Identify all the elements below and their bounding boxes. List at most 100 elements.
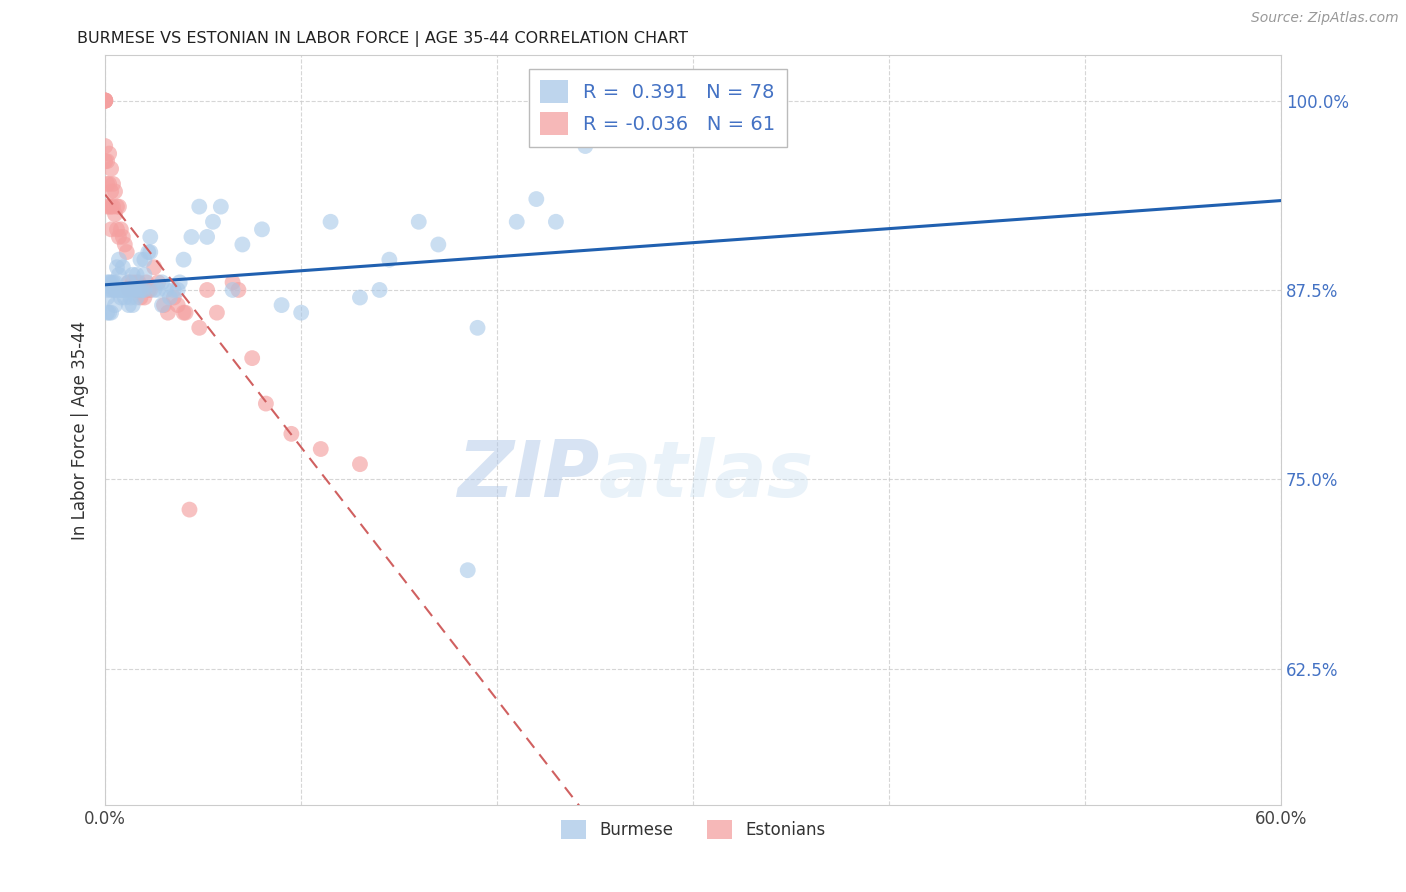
Point xyxy=(94,94,117,108)
Point xyxy=(427,237,450,252)
Point xyxy=(173,306,195,320)
Point xyxy=(195,283,218,297)
Point xyxy=(159,291,181,305)
Point xyxy=(125,276,148,290)
Point xyxy=(188,321,211,335)
Point xyxy=(104,276,127,290)
Point xyxy=(136,245,159,260)
Point xyxy=(98,177,121,191)
Point xyxy=(280,426,302,441)
Point xyxy=(105,222,128,236)
Point xyxy=(121,268,143,282)
Point xyxy=(100,161,122,176)
Point xyxy=(128,276,150,290)
Point xyxy=(319,215,342,229)
Point xyxy=(457,563,479,577)
Point xyxy=(195,230,218,244)
Point xyxy=(309,442,332,456)
Point xyxy=(96,177,118,191)
Text: ZIP: ZIP xyxy=(457,437,599,513)
Point xyxy=(104,298,127,312)
Point xyxy=(105,200,128,214)
Text: BURMESE VS ESTONIAN IN LABOR FORCE | AGE 35-44 CORRELATION CHART: BURMESE VS ESTONIAN IN LABOR FORCE | AGE… xyxy=(77,31,689,47)
Point xyxy=(146,276,169,290)
Point xyxy=(111,230,134,244)
Point xyxy=(104,185,127,199)
Point xyxy=(96,154,118,169)
Point xyxy=(250,222,273,236)
Point xyxy=(169,276,191,290)
Point xyxy=(201,215,224,229)
Point xyxy=(179,502,201,516)
Point xyxy=(108,268,131,282)
Point xyxy=(100,276,122,290)
Text: Source: ZipAtlas.com: Source: ZipAtlas.com xyxy=(1251,11,1399,25)
Point xyxy=(408,215,430,229)
Point xyxy=(150,276,173,290)
Point xyxy=(150,298,173,312)
Point xyxy=(290,306,312,320)
Point xyxy=(129,283,152,297)
Point xyxy=(139,230,162,244)
Point xyxy=(180,230,202,244)
Point xyxy=(100,222,122,236)
Point xyxy=(105,260,128,275)
Text: atlas: atlas xyxy=(599,437,814,513)
Point xyxy=(118,276,141,290)
Point xyxy=(121,298,143,312)
Point xyxy=(368,283,391,297)
Point xyxy=(121,283,143,297)
Point xyxy=(524,192,547,206)
Point xyxy=(104,207,127,221)
Point xyxy=(98,200,121,214)
Y-axis label: In Labor Force | Age 35-44: In Labor Force | Age 35-44 xyxy=(72,320,89,540)
Point xyxy=(114,283,136,297)
Point xyxy=(94,94,117,108)
Point xyxy=(153,298,176,312)
Point xyxy=(574,139,596,153)
Point xyxy=(134,268,156,282)
Point xyxy=(349,457,371,471)
Point xyxy=(101,177,124,191)
Point xyxy=(101,200,124,214)
Point xyxy=(110,291,132,305)
Point xyxy=(129,252,152,267)
Point xyxy=(174,306,197,320)
Point xyxy=(228,283,250,297)
Point xyxy=(108,283,131,297)
Point xyxy=(134,252,156,267)
Point xyxy=(94,94,117,108)
Point xyxy=(114,237,136,252)
Point xyxy=(96,200,118,214)
Point xyxy=(136,283,159,297)
Point xyxy=(115,245,138,260)
Point xyxy=(118,276,141,290)
Point xyxy=(205,306,228,320)
Point xyxy=(131,283,153,297)
Point xyxy=(124,283,146,297)
Point xyxy=(98,146,121,161)
Point xyxy=(134,283,156,297)
Point xyxy=(135,276,157,290)
Point xyxy=(231,237,253,252)
Point xyxy=(209,200,232,214)
Point xyxy=(96,283,118,297)
Point xyxy=(100,306,122,320)
Point xyxy=(128,283,150,297)
Point xyxy=(118,298,141,312)
Point xyxy=(120,291,142,305)
Point xyxy=(143,260,166,275)
Point xyxy=(94,94,117,108)
Point xyxy=(254,396,277,410)
Point xyxy=(100,200,122,214)
Point xyxy=(128,283,150,297)
Point xyxy=(118,283,141,297)
Point xyxy=(96,276,118,290)
Point xyxy=(156,306,179,320)
Point xyxy=(110,222,132,236)
Point xyxy=(166,298,188,312)
Point xyxy=(173,252,195,267)
Point xyxy=(188,200,211,214)
Point xyxy=(221,276,243,290)
Point xyxy=(378,252,401,267)
